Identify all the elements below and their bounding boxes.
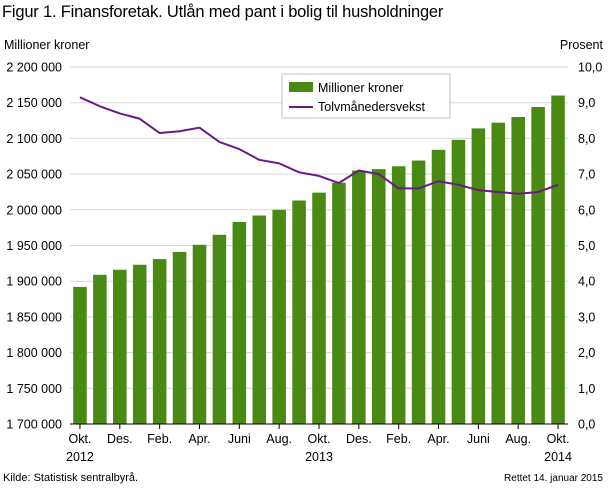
x-tick-year-label: 2014: [544, 450, 572, 464]
right-tick-label: 1,0: [578, 382, 595, 396]
right-tick-label: 3,0: [578, 310, 595, 324]
x-tick-label: Feb.: [386, 432, 411, 446]
figure-title: Figur 1. Finansforetak. Utlån med pant i…: [2, 3, 444, 21]
bar: [471, 128, 486, 425]
bar: [93, 274, 107, 424]
left-tick-label: 2 150 000: [6, 96, 62, 110]
right-tick-label: 8,0: [578, 132, 595, 146]
line-series: [79, 96, 559, 195]
axes: 1 700 000 0,0 1 750 000 1,0 1 800 000 2,0 1 85…: [6, 61, 602, 465]
legend-box: [281, 73, 451, 119]
bar: [113, 269, 127, 424]
x-tick-label: Feb.: [147, 432, 172, 446]
bar: [152, 259, 167, 424]
bar: [172, 251, 187, 424]
left-tick-label: 1 900 000: [6, 275, 62, 289]
right-tick-label: 7,0: [578, 168, 595, 182]
right-tick-label: 6,0: [578, 203, 595, 217]
right-tick-label: 9,0: [578, 96, 595, 110]
left-axis-label: Millioner kroner: [4, 38, 90, 52]
bar: [551, 95, 565, 424]
bar: [252, 215, 267, 424]
x-tick-label: Okt.: [68, 432, 91, 446]
legend-swatch-bars: [289, 82, 313, 92]
bar: [491, 122, 506, 424]
right-tick-label: 5,0: [578, 239, 595, 253]
x-tick-label: Okt.: [308, 432, 331, 446]
bar: [411, 160, 426, 424]
legend: Millioner kroner Tolvmånedersvekst: [281, 73, 451, 119]
legend-label-bars: Millioner kroner: [318, 81, 403, 95]
bar: [531, 106, 545, 424]
x-tick-label: Juni: [467, 432, 490, 446]
bar: [132, 264, 147, 424]
x-tick-label: Aug.: [505, 432, 531, 446]
x-tick-year-label: 2013: [305, 450, 333, 464]
bar: [332, 182, 346, 424]
x-tick-year-label: 2012: [66, 450, 94, 464]
left-tick-label: 2 000 000: [6, 203, 62, 217]
corrected-note: Rettet 14. januar 2015: [504, 473, 603, 484]
bar: [312, 192, 326, 424]
x-tick-label: Juni: [228, 432, 251, 446]
bar: [371, 169, 386, 424]
bar: [352, 170, 366, 424]
left-tick-label: 2 200 000: [6, 61, 62, 75]
bar-series: [73, 95, 565, 425]
right-tick-label: 10,0: [578, 61, 602, 75]
growth-line: [79, 96, 559, 195]
bar: [272, 209, 286, 424]
left-tick-label: 1 750 000: [6, 382, 62, 396]
legend-label-line: Tolvmånedersvekst: [318, 100, 426, 114]
left-tick-label: 2 100 000: [6, 132, 62, 146]
x-tick-label: Des.: [346, 432, 372, 446]
x-tick-label: Apr.: [188, 432, 210, 446]
bar: [451, 139, 466, 424]
bar: [73, 286, 87, 424]
x-tick-label: Okt.: [547, 432, 570, 446]
left-tick-label: 2 050 000: [6, 168, 62, 182]
bar: [511, 116, 525, 424]
right-tick-label: 0,0: [578, 418, 595, 432]
x-tick-label: Apr.: [427, 432, 449, 446]
left-tick-label: 1 800 000: [6, 346, 62, 360]
right-tick-label: 4,0: [578, 275, 595, 289]
left-tick-label: 1 950 000: [6, 239, 62, 253]
x-tick-label: Aug.: [266, 432, 292, 446]
bar: [292, 200, 306, 424]
bar: [212, 234, 227, 424]
right-tick-label: 2,0: [578, 346, 595, 360]
bar: [232, 221, 247, 424]
bar: [431, 149, 446, 424]
left-tick-label: 1 850 000: [6, 310, 62, 324]
right-axis-label: Prosent: [559, 38, 603, 52]
bar: [192, 244, 207, 424]
bar: [391, 166, 406, 424]
x-tick-label: Des.: [107, 432, 133, 446]
left-tick-label: 1 700 000: [6, 418, 62, 432]
source-note: Kilde: Statistisk sentralbyrå.: [3, 472, 139, 484]
